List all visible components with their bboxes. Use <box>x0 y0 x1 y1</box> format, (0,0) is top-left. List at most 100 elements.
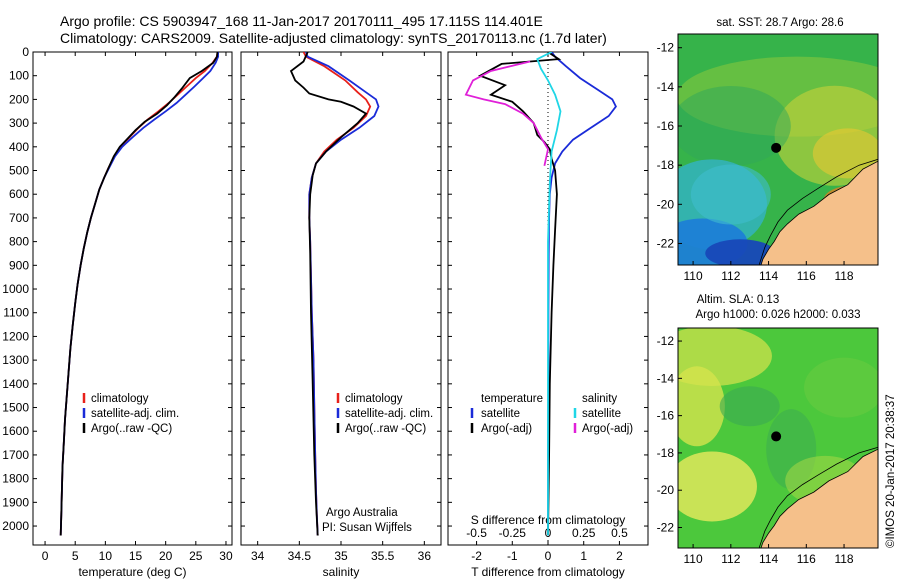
map-blob <box>678 86 791 166</box>
x-tick-label: 36 <box>418 549 432 563</box>
x-tick-label: 2 <box>616 549 623 563</box>
map-blob <box>678 366 725 447</box>
map-blob <box>690 164 771 225</box>
y-tick-label: 100 <box>9 69 29 83</box>
y-tick-label: 800 <box>9 235 29 249</box>
x-tick-label: 35.5 <box>371 549 395 563</box>
y-tick-label: 1800 <box>2 472 29 486</box>
y-tick-label: 1000 <box>2 282 29 296</box>
y-tick-label: 600 <box>9 187 29 201</box>
y-tick-label: 700 <box>9 211 29 225</box>
map-blob <box>804 357 878 418</box>
map-x-tick-label: 112 <box>721 269 740 283</box>
land-polygon <box>760 448 878 548</box>
map-x-tick-label: 116 <box>797 269 816 283</box>
map-y-tick-label: -18 <box>657 158 675 172</box>
s-diff-tick-label: -0.5 <box>466 526 487 540</box>
x-axis-label: temperature (deg C) <box>78 565 186 579</box>
legend-head-salinity: salinity <box>582 393 617 405</box>
y-tick-label: 1100 <box>3 306 29 320</box>
sla-map-title-2: Argo h1000: 0.026 h2000: 0.033 <box>696 309 861 321</box>
s-diff-tick-label: 0.5 <box>611 526 628 540</box>
map-x-tick-label: 110 <box>684 269 703 283</box>
x-tick-label: -1 <box>507 549 518 563</box>
y-tick-label: 0 <box>22 45 29 59</box>
y-tick-label: 2000 <box>2 519 29 533</box>
map-blob <box>719 386 780 427</box>
temperature-panel: 0100200300400500600700800900100011001200… <box>2 45 233 579</box>
x-tick-label: 0 <box>545 549 552 563</box>
map-x-tick-label: 118 <box>834 269 853 283</box>
legend-label-satellite-adj: satellite-adj. clim. <box>345 408 433 420</box>
plot-frame <box>240 51 442 546</box>
y-tick-label: 1600 <box>2 424 29 438</box>
depth-contour <box>758 158 878 265</box>
land-polygon <box>760 160 878 265</box>
y-tick-label: 1400 <box>2 377 29 391</box>
x-tick-label: 34 <box>251 549 265 563</box>
series-line <box>464 60 549 166</box>
map-frame <box>677 327 879 549</box>
series-line <box>305 52 380 536</box>
y-tick-label: 500 <box>9 164 29 178</box>
series-line <box>536 52 562 536</box>
map-y-tick-label: -18 <box>657 446 675 460</box>
annotation-line-1: Argo Australia <box>326 507 398 519</box>
sst-map: -12 -14 -16 -18 -20 -22 110 112 114 116 118 <box>657 33 879 283</box>
map-y-tick-label: -20 <box>657 197 675 211</box>
legend-label-argo: Argo(..raw -QC) <box>345 423 426 435</box>
legend-label-t-satellite: satellite <box>481 408 520 420</box>
y-tick-label: 1500 <box>2 401 29 415</box>
map-y-tick-label: -16 <box>657 409 675 423</box>
y-tick-label: 200 <box>9 92 29 106</box>
map-x-tick-label: 110 <box>684 552 703 566</box>
temperature-legend: climatology satellite-adj. clim. Argo(..… <box>82 393 179 435</box>
map-blob <box>812 128 878 179</box>
y-tick-label: 1900 <box>2 495 29 509</box>
x-tick-label: 30 <box>219 549 233 563</box>
y-tick-label: 1200 <box>2 329 29 343</box>
map-x-tick-label: 114 <box>759 552 778 566</box>
x-tick-label: 20 <box>159 549 173 563</box>
annotation-line-2: PI: Susan Wijffels <box>322 522 412 534</box>
legend-label-argo: Argo(..raw -QC) <box>91 423 172 435</box>
series-line <box>302 52 372 536</box>
legend-label-climatology: climatology <box>345 393 403 405</box>
x-tick-label: 15 <box>129 549 143 563</box>
y-tick-label: 400 <box>9 140 29 154</box>
x-axis-label: salinity <box>323 565 360 579</box>
x-tick-label: 1 <box>580 549 587 563</box>
argo-location-marker <box>771 142 782 153</box>
x-tick-label: 0 <box>42 549 49 563</box>
map-y-tick-label: -16 <box>657 119 675 133</box>
difference-legend: temperature salinity satellite Argo(-adj… <box>470 393 633 435</box>
map-y-tick-label: -22 <box>657 520 675 534</box>
map-field <box>678 34 878 265</box>
legend-label-t-argo: Argo(-adj) <box>481 423 532 435</box>
map-y-tick-label: -14 <box>657 371 675 385</box>
map-y-tick-label: -14 <box>657 80 675 94</box>
map-x-tick-label: 116 <box>797 552 816 566</box>
map-x-tick-label: 114 <box>759 269 778 283</box>
series-line <box>59 52 219 536</box>
map-frame <box>677 33 879 266</box>
y-tick-label: 300 <box>9 116 29 130</box>
map-blob <box>678 451 757 522</box>
x-tick-label: 10 <box>99 549 113 563</box>
y-tick-label: 1700 <box>2 448 29 462</box>
salinity-legend: climatology satellite-adj. clim. Argo(..… <box>336 393 433 435</box>
legend-label-satellite-adj: satellite-adj. clim. <box>91 408 179 420</box>
map-x-tick-label: 118 <box>834 552 853 566</box>
argo-location-marker <box>771 431 782 442</box>
x-tick-label: -2 <box>471 549 482 563</box>
sla-map-title-1: Altim. SLA: 0.13 <box>697 294 779 306</box>
x-tick-label: 5 <box>72 549 79 563</box>
x-tick-label: 35 <box>334 549 348 563</box>
legend-label-s-satellite: satellite <box>582 408 621 420</box>
y-tick-label: 900 <box>9 258 29 272</box>
s-diff-tick-label: 0.25 <box>572 526 596 540</box>
x-tick-label: 34.5 <box>288 549 312 563</box>
map-blob <box>705 239 776 265</box>
